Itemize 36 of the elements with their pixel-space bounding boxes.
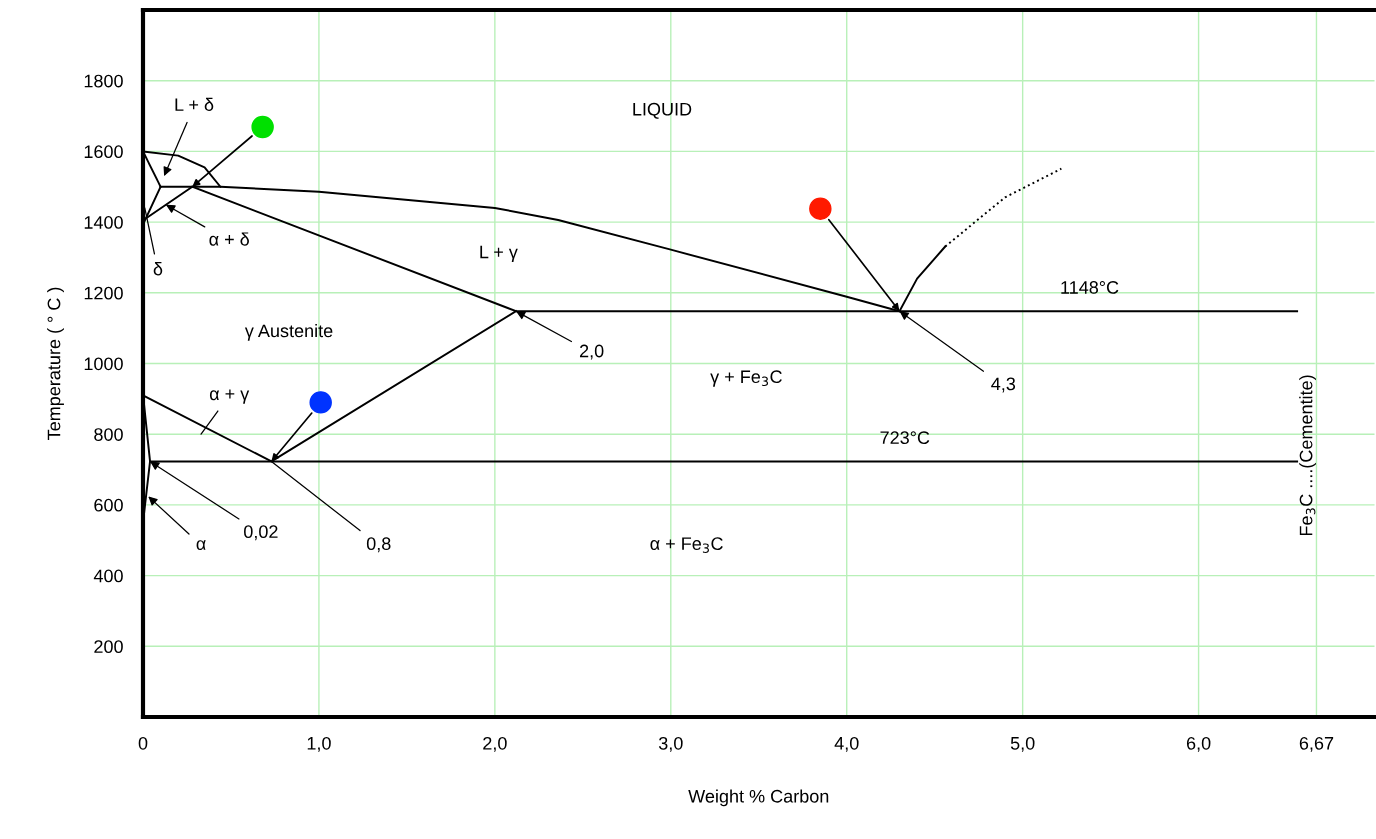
annotation: α + γ bbox=[209, 389, 250, 404]
annotation: γ Austenite bbox=[244, 323, 333, 341]
x-tick-label: 6,67 bbox=[1299, 736, 1334, 752]
annotation: 0,8 bbox=[366, 537, 391, 553]
x-axis-title: Weight % Carbon bbox=[688, 789, 829, 807]
annotation: 1148°C bbox=[1061, 281, 1119, 294]
annotation: γ + Fe$_{3}$C bbox=[710, 370, 782, 387]
x-tick-label: 0 bbox=[138, 736, 148, 750]
x-tick-label: 5,0 bbox=[1010, 736, 1035, 752]
x-tick-label: 2,0 bbox=[483, 736, 507, 752]
annotation: α + Fe$_{3}$C bbox=[650, 537, 723, 553]
x-tick-label: 4,0 bbox=[834, 736, 859, 752]
x-tick-label: 1,0 bbox=[307, 736, 331, 752]
annotation: Fe$_{3}$C ....(Cementite) bbox=[1299, 375, 1316, 536]
y-tick-label: 600 bbox=[94, 498, 123, 512]
y-tick-label: 1400 bbox=[84, 216, 123, 229]
y-tick-label: 800 bbox=[94, 428, 123, 441]
annotation: L + γ bbox=[480, 245, 518, 262]
x-tick-label: 6,0 bbox=[1186, 736, 1211, 752]
y-tick-label: 1000 bbox=[84, 357, 123, 371]
y-tick-label: 1200 bbox=[84, 286, 123, 300]
y-tick-label: 200 bbox=[94, 640, 123, 654]
annotation: 0,02 bbox=[244, 525, 278, 541]
y-tick-label: 1800 bbox=[84, 74, 123, 88]
y-tick-label: 1600 bbox=[84, 145, 123, 159]
annotation: α + δ bbox=[209, 232, 249, 246]
y-axis-title: Temperature ( ° C ) bbox=[47, 287, 64, 440]
annotation: L + δ bbox=[175, 97, 214, 111]
annotation: 2,0 bbox=[579, 344, 604, 360]
x-tick-label: 3,0 bbox=[658, 736, 683, 752]
annotation: 4,3 bbox=[991, 377, 1016, 393]
annotation: LIQUID bbox=[633, 102, 692, 119]
y-tick-label: 400 bbox=[93, 569, 123, 583]
annotation: 723°C bbox=[880, 431, 930, 445]
annotation: α bbox=[196, 540, 206, 551]
annotation: δ bbox=[153, 262, 163, 276]
